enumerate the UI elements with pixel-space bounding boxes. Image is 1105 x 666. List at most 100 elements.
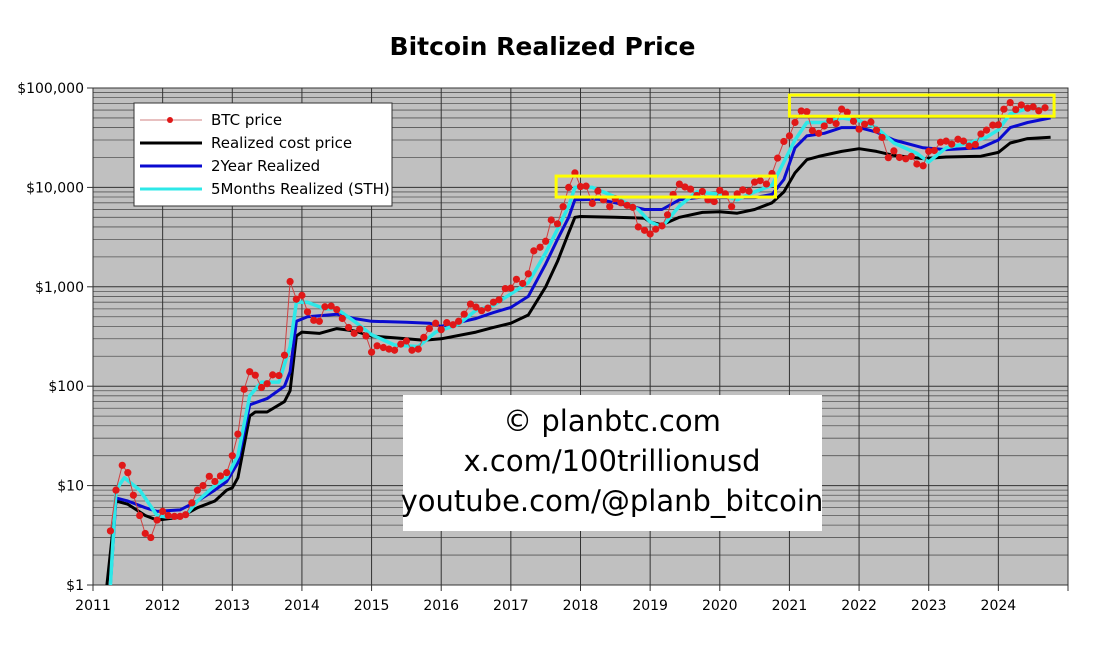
btc-price-point [205, 472, 213, 480]
btc-price-point [907, 152, 915, 161]
btc-price-point [188, 499, 196, 507]
btc-price-point [640, 226, 649, 234]
btc-price-point [588, 199, 596, 208]
btc-price-point [895, 153, 904, 162]
btc-price-point [489, 298, 498, 306]
btc-price-point [756, 177, 764, 185]
btc-price-point [838, 105, 846, 113]
btc-price-point [414, 345, 422, 353]
btc-price-point [1000, 105, 1008, 113]
btc-price-point [437, 326, 445, 334]
btc-price-point [930, 146, 938, 155]
btc-price-point [913, 160, 921, 168]
btc-price-point [686, 185, 695, 193]
btc-price-point [257, 383, 266, 392]
btc-price-point [147, 533, 155, 542]
highlight-box [554, 174, 777, 199]
x-tick-label: 2024 [981, 598, 1017, 614]
x-tick-label: 2017 [493, 598, 529, 614]
btc-price-point [832, 120, 840, 128]
x-tick-label: 2023 [911, 598, 947, 614]
btc-price-point [745, 187, 753, 195]
btc-price-point [681, 183, 689, 191]
watermark: © planbtc.com x.com/100trillionusd youtube… [401, 395, 824, 531]
btc-price-point [553, 220, 562, 228]
y-tick-label: $1 [66, 578, 84, 594]
btc-price-point [646, 230, 654, 238]
btc-price-point [321, 303, 329, 311]
btc-price-point [977, 130, 985, 138]
btc-price-point [182, 511, 190, 519]
btc-price-point [791, 118, 799, 127]
btc-price-point [1035, 107, 1043, 115]
btc-price-point [455, 317, 463, 325]
chart-title: Bitcoin Realized Price [389, 32, 696, 61]
btc-price-point [872, 126, 881, 134]
btc-price-point [193, 486, 202, 494]
btc-price-point [728, 203, 736, 211]
btc-price-point [890, 147, 898, 155]
btc-price-point [350, 329, 358, 337]
btc-price-point [292, 295, 300, 303]
btc-price-point [263, 380, 271, 388]
x-tick-label: 2018 [563, 598, 599, 614]
x-tick-label: 2011 [75, 598, 111, 614]
plot-border [92, 87, 1069, 586]
btc-price-point [773, 154, 782, 162]
btc-price-point [547, 216, 555, 224]
btc-price-point [617, 199, 625, 207]
btc-price-point [385, 345, 393, 353]
btc-price-point [170, 512, 179, 520]
btc-price-point [1006, 99, 1014, 107]
watermark-line3: youtube.com/@planb_bitcoin [401, 484, 824, 518]
btc-price-point [472, 303, 480, 311]
btc-price-point [565, 183, 573, 191]
x-tick-label: 2019 [632, 598, 668, 614]
btc-price-point [362, 332, 370, 340]
btc-price-point [251, 371, 259, 379]
btc-price-point [443, 319, 451, 327]
btc-price-point [484, 304, 492, 312]
btc-price-point [327, 302, 335, 310]
btc-price-point [710, 197, 718, 206]
btc-price-point [815, 129, 823, 137]
highlight-box [787, 93, 1056, 118]
btc-price-point [942, 137, 950, 145]
btc-price-point [902, 155, 910, 163]
btc-price-point [878, 133, 886, 142]
btc-price-point [425, 324, 433, 333]
btc-price-point [118, 461, 126, 469]
btc-price-point [373, 342, 381, 350]
legend-label: 5Months Realized (STH) [211, 180, 390, 198]
x-tick-label: 2016 [423, 598, 459, 614]
btc-price-point [367, 348, 376, 356]
btc-price-point [176, 512, 184, 520]
btc-price-point [1041, 104, 1049, 112]
btc-price-point [919, 162, 927, 170]
x-tick-label: 2013 [214, 598, 250, 614]
btc-price-point [582, 182, 590, 190]
btc-price-point [663, 211, 672, 219]
btc-price-point [507, 284, 515, 292]
btc-price-point [129, 491, 137, 499]
btc-price-point [512, 275, 521, 283]
x-tick-label: 2020 [702, 598, 738, 614]
btc-price-point [524, 270, 532, 278]
btc-price-point [402, 337, 410, 345]
btc-price-point [826, 116, 834, 125]
btc-price-point [785, 132, 794, 140]
btc-price-point [884, 154, 892, 162]
btc-price-point [716, 186, 724, 194]
btc-price-point [855, 125, 863, 133]
btc-price-point [751, 178, 759, 186]
btc-price-point [124, 469, 132, 477]
btc-price-point [936, 138, 945, 146]
btc-price-point [211, 477, 219, 486]
btc-price-point [460, 310, 468, 318]
btc-price-point [466, 300, 475, 308]
btc-price-point [954, 135, 962, 143]
btc-price-point [199, 482, 207, 490]
btc-price-point [164, 511, 172, 520]
x-tick-label: 2012 [145, 598, 181, 614]
